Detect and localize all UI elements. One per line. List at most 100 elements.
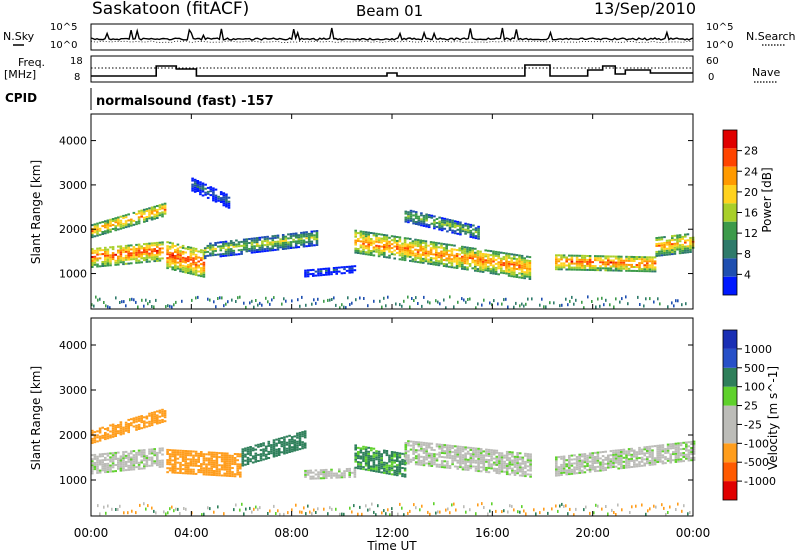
heatmap-cell (490, 451, 493, 454)
heatmap-cell (407, 221, 410, 224)
heatmap-cell (335, 270, 338, 273)
heatmap-cell (375, 452, 378, 455)
heatmap-cell (446, 462, 449, 465)
heatmap-cell (655, 245, 658, 247)
heatmap-cell (239, 467, 242, 470)
heatmap-cell (219, 241, 223, 244)
heatmap-cell (684, 245, 687, 248)
heatmap-cell (135, 249, 138, 252)
heatmap-cell (435, 251, 438, 254)
heatmap-cell (489, 258, 493, 261)
heatmap-cell (207, 471, 211, 474)
heatmap-cell (161, 247, 164, 250)
heatmap-cell (223, 466, 226, 469)
heatmap-cell (145, 244, 149, 247)
heatmap-cell (91, 442, 94, 444)
heatmap-cell (417, 445, 421, 448)
heatmap-cell (687, 512, 689, 516)
heatmap-cell (442, 259, 446, 261)
heatmap-cell (303, 430, 307, 433)
heatmap-cell (398, 254, 402, 257)
heatmap-cell (672, 459, 675, 462)
heatmap-cell (153, 217, 156, 220)
heatmap-cell (111, 423, 115, 426)
heatmap-cell (262, 450, 265, 453)
heatmap-cell (181, 256, 185, 259)
heatmap-cell (270, 446, 273, 449)
heatmap-cell (523, 267, 526, 270)
heatmap-cell (430, 458, 434, 461)
heatmap-cell (555, 262, 558, 265)
heatmap-cell (129, 298, 131, 302)
heatmap-cell (411, 242, 415, 245)
heatmap-cell (148, 412, 151, 415)
heatmap-cell (359, 467, 363, 470)
heatmap-cell (111, 470, 115, 473)
heatmap-cell (430, 454, 434, 457)
heatmap-cell (500, 460, 504, 463)
heatmap-cell (450, 254, 454, 257)
heatmap-cell (338, 470, 341, 473)
heatmap-cell (130, 224, 133, 227)
heatmap-cell (520, 272, 524, 275)
heatmap-cell (192, 464, 195, 467)
heatmap-cell (253, 305, 255, 309)
heatmap-cell (111, 248, 115, 251)
heatmap-cell (502, 264, 506, 267)
heatmap-cell (377, 452, 381, 455)
heatmap-cell (319, 477, 323, 480)
heatmap-cell (412, 218, 415, 221)
heatmap-cell (332, 474, 336, 477)
heatmap-cell (235, 503, 237, 507)
heatmap-cell (681, 249, 684, 252)
heatmap-cell (689, 511, 691, 514)
heatmap-cell (586, 460, 589, 463)
heatmap-cell (659, 444, 662, 447)
heatmap-cell (294, 234, 298, 237)
heatmap-cell (179, 470, 182, 472)
heatmap-cell (526, 465, 530, 468)
heatmap-cell (105, 304, 107, 308)
heatmap-cell (492, 264, 495, 267)
heatmap-cell (451, 463, 454, 466)
heatmap-cell (438, 451, 441, 454)
heatmap-cell (503, 460, 506, 463)
heatmap-cell (189, 252, 193, 255)
heatmap-cell (98, 469, 102, 472)
heatmap-cell (604, 255, 607, 258)
heatmap-cell (685, 441, 688, 444)
heatmap-cell (635, 266, 639, 268)
heatmap-cell (466, 250, 469, 253)
heatmap-cell (586, 258, 589, 261)
heatmap-cell (487, 459, 491, 461)
heatmap-cell (268, 237, 272, 240)
heatmap-cell (565, 260, 568, 263)
heatmap-cell (485, 470, 488, 473)
heatmap-cell (343, 512, 345, 516)
frequency-panel: Freq. [MHz] 18 8 60 0 Nave (4, 55, 780, 83)
heatmap-cell (158, 419, 162, 422)
heatmap-cell (211, 254, 215, 257)
heatmap-cell (525, 302, 527, 306)
heatmap-cell (117, 220, 120, 223)
heatmap-cell (296, 436, 299, 439)
heatmap-cell (354, 460, 357, 463)
heatmap-cell (254, 456, 258, 459)
heatmap-cell (255, 251, 259, 253)
heatmap-cell (380, 461, 383, 464)
heatmap-cell (396, 242, 399, 244)
heatmap-cell (161, 213, 164, 216)
heatmap-cell (375, 246, 378, 249)
heatmap-cell (333, 296, 335, 300)
heatmap-cell (109, 258, 112, 261)
heatmap-cell (196, 190, 200, 192)
heatmap-cell (106, 433, 110, 436)
heatmap-cell (461, 456, 465, 459)
heatmap-cell (167, 511, 169, 515)
heatmap-cell (362, 230, 365, 233)
heatmap-cell (301, 441, 304, 444)
heatmap-cell (419, 253, 422, 256)
heatmap-cell (630, 455, 633, 458)
heatmap-cell (403, 241, 407, 244)
heatmap-cell (106, 231, 110, 234)
